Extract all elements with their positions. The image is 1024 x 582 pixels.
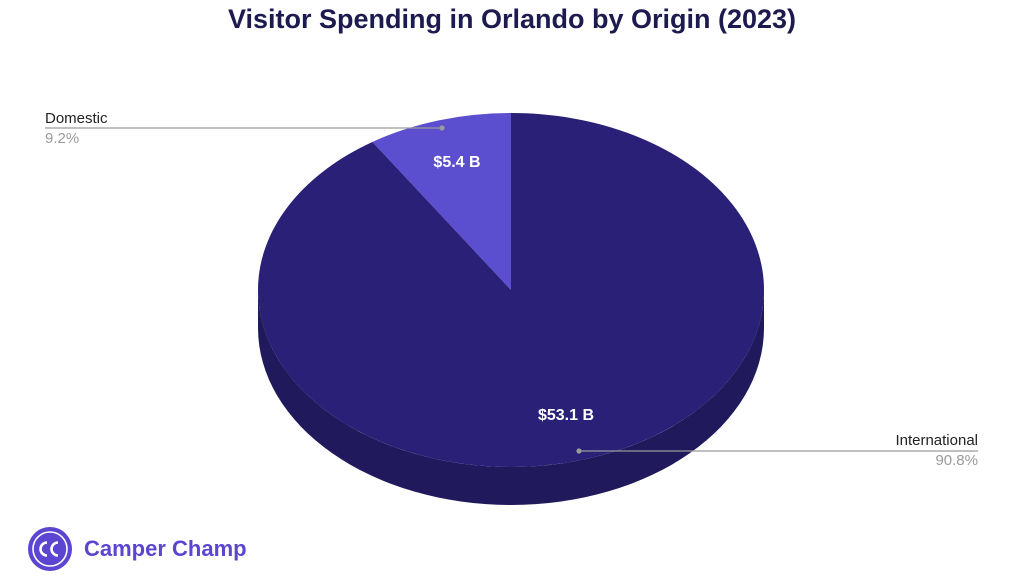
slice-name-domestic: Domestic [45, 110, 108, 127]
data-label-international: $53.1 B [538, 407, 594, 424]
pie-slices [257, 113, 764, 467]
chart-title: Visitor Spending in Orlando by Origin (2… [227, 4, 797, 34]
camper-champ-logo-icon [28, 527, 72, 571]
slice-name-international: International [895, 432, 978, 449]
brand-name: Camper Champ [84, 536, 247, 561]
pie-leader-lines [45, 125, 978, 454]
slice-percent-domestic: 9.2% [45, 130, 79, 147]
data-label-domestic: $5.4 B [433, 154, 480, 171]
pie-slice-domestic [372, 113, 511, 290]
pie-slice-international [257, 113, 764, 467]
slice-percent-international: 90.8% [935, 452, 978, 469]
pie-labels: $5.4 B Domestic 9.2% $53.1 B International 90… [45, 110, 978, 469]
brand-logo-area: Camper Champ [28, 527, 247, 571]
